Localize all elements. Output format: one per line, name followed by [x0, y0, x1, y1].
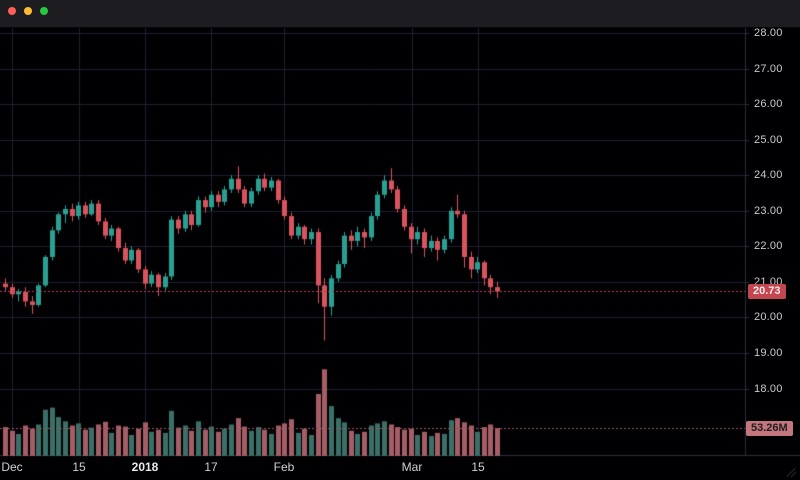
resize-handle-icon[interactable] — [785, 465, 797, 478]
price-axis-label: 19.00 — [754, 346, 783, 359]
zoom-button[interactable] — [40, 7, 48, 15]
titlebar[interactable] — [0, 0, 800, 28]
price-axis-label: 27.00 — [754, 62, 783, 75]
price-axis-label: 26.00 — [754, 98, 783, 111]
time-axis-label: 15 — [72, 460, 86, 474]
price-axis-label: 28.00 — [754, 27, 783, 39]
price-axis-label: 23.00 — [754, 204, 783, 217]
last-price-badge: 20.73 — [748, 284, 786, 299]
time-axis-label: Mar — [401, 460, 423, 474]
price-axis-label: 25.00 — [754, 133, 783, 146]
time-axis-label: Feb — [273, 460, 295, 474]
time-axis[interactable]: Dec 15 2018 17 Feb Mar 15 — [0, 456, 800, 480]
minimize-button[interactable] — [24, 7, 32, 15]
close-button[interactable] — [8, 7, 16, 15]
price-axis-label: 22.00 — [754, 240, 783, 253]
time-axis-label: 17 — [204, 460, 218, 474]
time-axis-label: Dec — [1, 460, 23, 474]
last-volume-badge: 53.26M — [746, 421, 793, 436]
price-axis-label: 18.00 — [754, 382, 783, 395]
price-axis-label: 24.00 — [754, 169, 783, 182]
time-axis-label: 15 — [471, 460, 485, 474]
price-axis[interactable]: 28.00 27.00 26.00 25.00 24.00 23.00 22.00 21.00… — [746, 27, 800, 455]
time-axis-label: 2018 — [131, 460, 159, 474]
price-axis-label: 20.00 — [754, 311, 783, 324]
